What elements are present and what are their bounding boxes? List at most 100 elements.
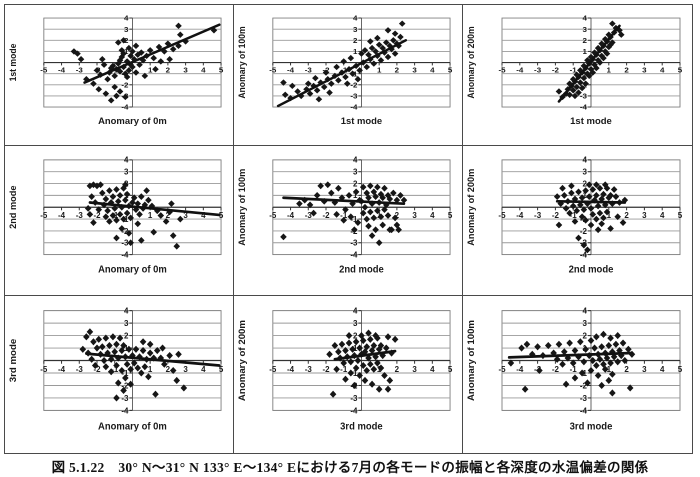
data-point	[331, 342, 339, 350]
y-tick-label: -3	[580, 92, 588, 101]
x-tick-label: 4	[660, 66, 665, 75]
data-point	[100, 356, 108, 365]
x-tick-label: -2	[322, 364, 329, 374]
data-point	[122, 374, 129, 382]
y-tick-label: 3	[583, 25, 588, 34]
data-point	[384, 27, 392, 34]
data-point	[127, 239, 134, 247]
x-tick-label: 5	[219, 66, 224, 75]
data-point	[139, 338, 147, 346]
data-point	[345, 339, 353, 347]
data-point	[347, 358, 355, 366]
data-point	[390, 37, 397, 44]
data-point	[582, 187, 589, 195]
data-point	[367, 360, 374, 368]
data-point	[333, 63, 340, 71]
x-tick-label: 2	[166, 364, 171, 374]
x-tick-label: 2	[624, 66, 629, 75]
x-tick-label: -5	[269, 364, 276, 374]
data-point	[600, 214, 607, 222]
data-point	[280, 233, 287, 241]
data-point	[569, 87, 577, 94]
y-tick-label: -3	[121, 239, 129, 248]
data-point	[507, 359, 515, 367]
data-point	[594, 202, 602, 210]
data-point	[555, 221, 563, 229]
data-point	[363, 215, 371, 223]
x-tick-label: -4	[287, 364, 294, 374]
data-point	[375, 345, 383, 353]
data-point	[168, 200, 175, 208]
data-point	[342, 73, 349, 81]
data-point	[210, 27, 218, 34]
data-point	[589, 69, 597, 76]
data-point	[150, 228, 157, 236]
data-point	[352, 364, 360, 372]
data-point	[335, 184, 342, 192]
data-point	[152, 66, 159, 73]
y-tick-label: 3	[353, 25, 358, 34]
data-point	[113, 361, 120, 370]
data-point	[143, 187, 150, 195]
data-point	[169, 46, 177, 53]
data-point	[134, 220, 142, 228]
data-point	[175, 22, 182, 29]
data-point	[391, 335, 399, 343]
y-tick-label: 2	[353, 330, 358, 340]
data-point	[90, 80, 97, 87]
y-tick-label: -2	[121, 227, 129, 236]
data-point	[577, 201, 584, 209]
data-point	[605, 376, 613, 385]
y-axis-title: Anomary of 200m	[466, 169, 476, 246]
data-point	[367, 208, 374, 216]
data-point	[335, 77, 342, 84]
data-point	[109, 193, 117, 200]
data-point	[400, 196, 408, 204]
y-tick-label: -1	[121, 368, 128, 378]
data-point	[381, 184, 388, 192]
x-tick-label: -4	[287, 66, 295, 75]
data-point	[157, 354, 165, 362]
data-point	[607, 359, 614, 367]
data-point	[86, 210, 94, 218]
data-point	[152, 390, 159, 398]
data-point	[104, 76, 111, 83]
data-point	[375, 239, 383, 247]
data-point	[395, 42, 402, 50]
data-point	[384, 333, 392, 341]
data-point	[555, 340, 563, 348]
x-axis-title: Anomary of 0m	[98, 264, 167, 275]
x-tick-label: 4	[430, 364, 435, 374]
y-tick-label: 3	[353, 167, 358, 176]
x-tick-label: 3	[183, 364, 188, 374]
x-tick-label: 2	[166, 66, 171, 75]
data-point	[315, 96, 323, 103]
data-point	[614, 213, 621, 221]
x-tick-label: -5	[498, 66, 506, 75]
y-tick-label: -2	[350, 81, 358, 90]
data-point	[591, 344, 598, 352]
data-point	[145, 196, 152, 204]
data-point	[111, 348, 119, 356]
y-axis-title: Anomary of 200m	[237, 320, 247, 401]
x-tick-label: -5	[40, 211, 48, 220]
data-point	[382, 39, 390, 46]
data-point	[175, 350, 182, 358]
data-point	[534, 343, 541, 351]
y-tick-label: -1	[350, 368, 357, 378]
y-tick-label: -4	[580, 405, 587, 415]
y-tick-label: 2	[124, 330, 129, 340]
data-point	[130, 359, 138, 367]
data-point	[578, 369, 586, 377]
data-point	[333, 210, 340, 218]
x-tick-label: -3	[76, 66, 84, 75]
y-tick-label: -4	[350, 103, 358, 112]
data-point	[169, 232, 177, 240]
